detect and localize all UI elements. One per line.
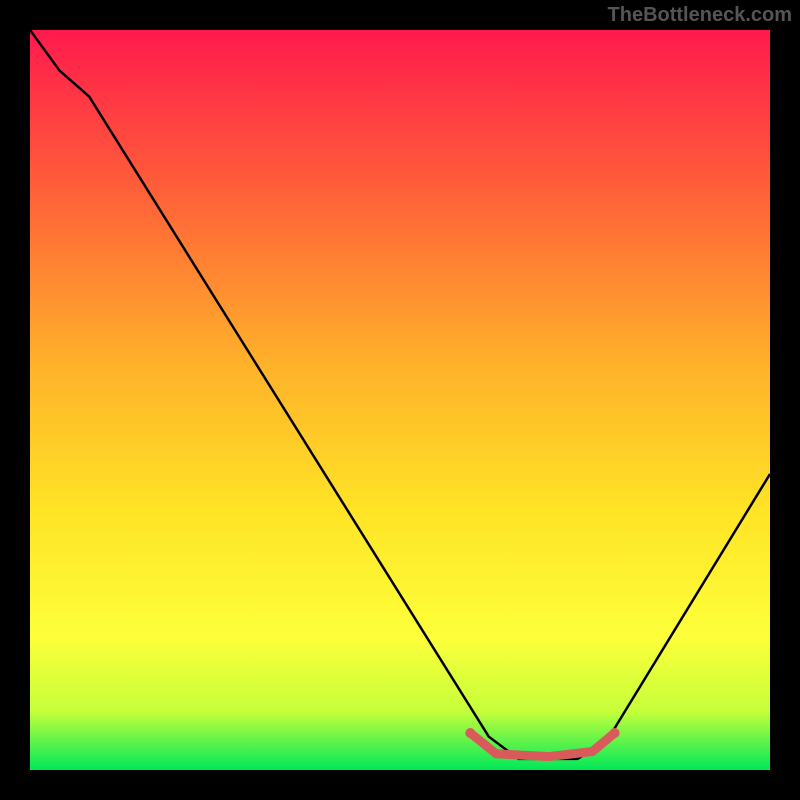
trough-marker-dot bbox=[610, 728, 620, 738]
trough-marker-dot bbox=[465, 728, 475, 738]
watermark-text: TheBottleneck.com bbox=[608, 4, 792, 27]
chart-svg bbox=[30, 30, 770, 770]
bottleneck-chart bbox=[30, 30, 770, 770]
chart-background bbox=[30, 30, 770, 770]
